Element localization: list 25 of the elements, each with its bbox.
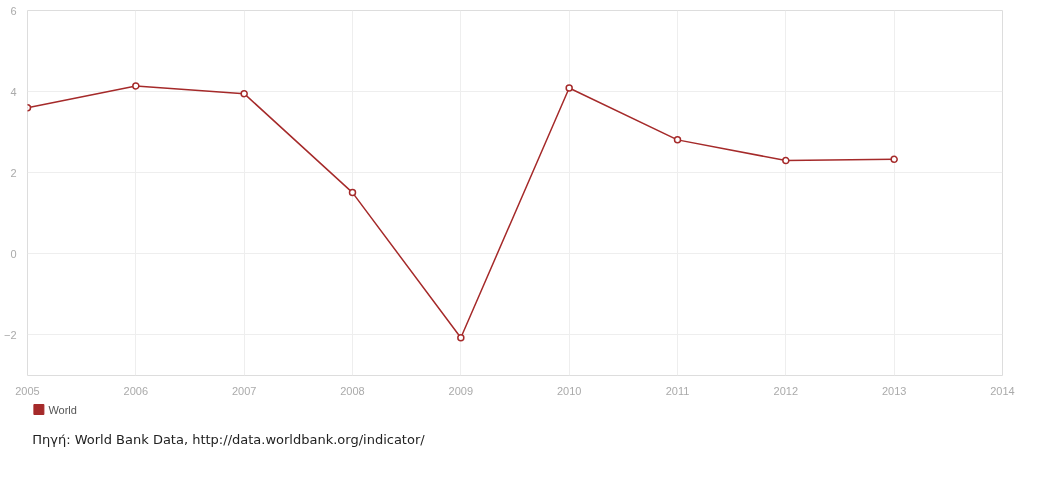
x-tick-label: 2013	[881, 384, 907, 397]
x-tick-label: 2011	[665, 384, 690, 397]
y-tick-label: 6	[10, 4, 17, 17]
point	[673, 136, 682, 144]
x-tick-label: 2008	[340, 384, 365, 397]
point	[132, 82, 140, 90]
point	[240, 89, 248, 98]
x-tick-label: 2014	[990, 384, 1015, 397]
point	[457, 334, 465, 342]
x-tick-label: 2005	[15, 384, 40, 397]
point	[890, 155, 898, 164]
y-tick-label: 2	[10, 166, 17, 179]
y-tick-label: 0	[10, 247, 17, 260]
x-tick-label: 2012	[773, 384, 799, 397]
legend-label: World	[48, 403, 77, 416]
x-tick-label: 2006	[123, 384, 149, 397]
x-tick-label: 2007	[231, 384, 257, 397]
point	[782, 156, 790, 165]
point	[565, 84, 573, 92]
x-tick-label: 2009	[448, 384, 474, 397]
x-tick-label: 2010	[556, 384, 582, 397]
y-tick-label: −2	[3, 328, 17, 341]
text: Πηγή: World Bank Data, http://data.worldbank.org/indicator/	[32, 432, 426, 447]
y-tick-label: 4	[10, 85, 17, 98]
point	[348, 188, 357, 197]
